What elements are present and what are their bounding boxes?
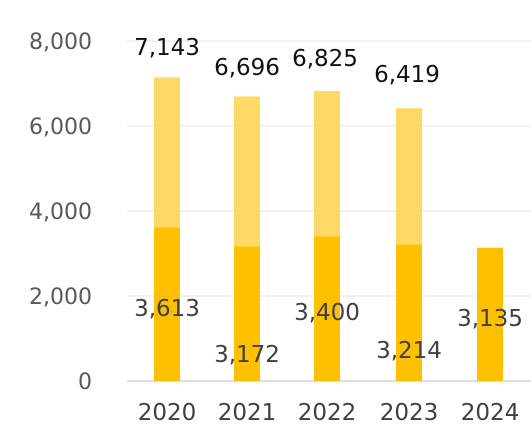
- x-tick-label: 2021: [218, 400, 277, 426]
- segment-label-2021: 3,172: [214, 342, 280, 368]
- bar-2022-lower: [314, 236, 340, 381]
- segment-label-2024: 3,135: [457, 306, 523, 332]
- bar-2024-lower: [477, 247, 503, 381]
- x-axis-ticks: 2020 2021 2022 2023 2024: [138, 400, 520, 426]
- total-label-2021: 6,696: [214, 55, 280, 81]
- y-tick-label: 8,000: [29, 30, 92, 55]
- y-tick-label: 2,000: [29, 285, 92, 310]
- segment-label-2020: 3,613: [134, 296, 200, 322]
- bar-2021-upper: [234, 96, 260, 247]
- bar-2023-lower: [396, 244, 422, 381]
- segment-label-2023: 3,214: [376, 338, 442, 364]
- total-label-2022: 6,825: [292, 46, 358, 72]
- segment-label-2022: 3,400: [294, 300, 360, 326]
- y-tick-label: 0: [78, 370, 92, 395]
- bars: [154, 77, 503, 381]
- total-label-2023: 6,419: [374, 62, 440, 88]
- bar-2020-upper: [154, 77, 180, 228]
- x-tick-label: 2024: [461, 400, 520, 426]
- y-axis-ticks: 0 2,000 4,000 6,000 8,000: [29, 30, 92, 395]
- bar-2022-upper: [314, 90, 340, 237]
- x-tick-label: 2022: [298, 400, 357, 426]
- y-tick-label: 4,000: [29, 200, 92, 225]
- bar-2021-lower: [234, 246, 260, 381]
- x-tick-label: 2020: [138, 400, 197, 426]
- bar-2020-lower: [154, 227, 180, 381]
- data-labels: 7,143 6,696 6,825 6,419 3,613 3,172 3,400 3,214…: [134, 35, 523, 368]
- y-tick-label: 6,000: [29, 115, 92, 140]
- bar-2023-upper: [396, 108, 422, 245]
- total-label-2020: 7,143: [134, 35, 200, 61]
- x-tick-label: 2023: [380, 400, 439, 426]
